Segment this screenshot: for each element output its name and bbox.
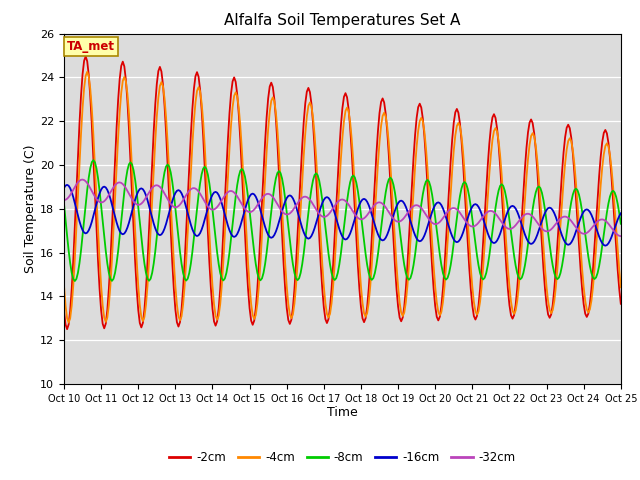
X-axis label: Time: Time (327, 407, 358, 420)
Title: Alfalfa Soil Temperatures Set A: Alfalfa Soil Temperatures Set A (224, 13, 461, 28)
Text: TA_met: TA_met (67, 40, 115, 53)
Y-axis label: Soil Temperature (C): Soil Temperature (C) (24, 144, 37, 273)
Legend: -2cm, -4cm, -8cm, -16cm, -32cm: -2cm, -4cm, -8cm, -16cm, -32cm (164, 446, 520, 468)
